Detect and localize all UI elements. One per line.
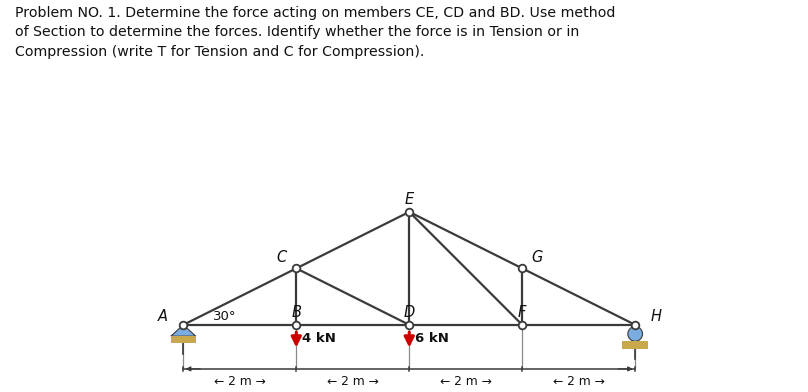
Polygon shape [622,341,648,348]
Text: E: E [405,192,414,207]
Text: H: H [651,309,662,324]
Text: ← 2 m →: ← 2 m → [326,375,379,388]
Text: ← 2 m →: ← 2 m → [214,375,266,388]
Text: ← 2 m →: ← 2 m → [553,375,604,388]
Text: B: B [292,305,301,320]
Text: G: G [532,250,543,265]
Circle shape [628,327,642,341]
Text: 4 kN: 4 kN [302,332,336,345]
Text: ← 2 m →: ← 2 m → [440,375,492,388]
Text: A: A [158,309,167,324]
Text: D: D [404,305,415,320]
Polygon shape [170,336,196,343]
Polygon shape [171,325,196,336]
Text: 30°: 30° [213,310,236,323]
Text: 6 kN: 6 kN [415,332,448,345]
Text: Problem NO. 1. Determine the force acting on members CE, CD and BD. Use method
o: Problem NO. 1. Determine the force actin… [15,6,615,59]
Text: F: F [518,305,526,320]
Text: C: C [276,250,287,265]
